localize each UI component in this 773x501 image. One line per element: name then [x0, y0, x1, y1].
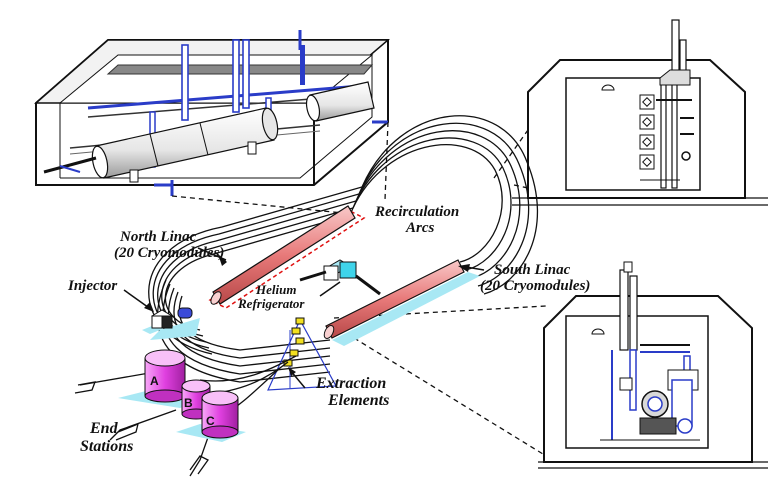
south-linac-sublabel: (20 Cryomodules): [480, 278, 590, 294]
tunnel-section-bottom-right: [538, 261, 768, 469]
refrigerator-label: Refrigerator: [237, 296, 305, 311]
south-linac-label: South Linac: [494, 262, 571, 278]
beam-dump: [115, 422, 139, 441]
helium-label: Helium: [255, 282, 296, 297]
beam-dump: [74, 381, 97, 394]
extraction-sublabel: Elements: [327, 392, 389, 409]
end-station-a-label: A: [150, 374, 159, 388]
pointer-line: [171, 195, 344, 214]
linac-outline: [208, 209, 366, 309]
end-station-c-label: C: [206, 414, 215, 428]
pointer-line: [353, 337, 557, 463]
injector-label: Injector: [67, 278, 117, 294]
recirculation-label: Recirculation: [374, 204, 459, 220]
end-stations-label: End: [89, 420, 119, 437]
end-stations-sublabel: Stations: [80, 438, 133, 455]
extraction-label: Extraction: [315, 375, 386, 392]
injector: [123, 289, 193, 334]
end-station-b-label: B: [184, 396, 193, 410]
extraction-elements: [267, 317, 337, 391]
end-station-c: [176, 390, 246, 442]
south-linac: [323, 259, 485, 339]
north-linac-sublabel: (20 Cryomodules): [114, 245, 224, 261]
north-linac: [197, 205, 356, 305]
tunnel-section-top-right: [512, 19, 768, 206]
cable-tray: [639, 94, 655, 170]
ground-strip: [332, 272, 480, 346]
tunnel-cutaway-left: [34, 30, 391, 196]
beam-dump: [189, 455, 209, 475]
recirculation-sublabel: Arcs: [405, 220, 435, 236]
cryomodule-cylinder: [91, 107, 279, 179]
ground-strip: [150, 318, 200, 340]
cryomodule-cylinder: [305, 81, 375, 122]
helium-refrigerator: [299, 259, 381, 297]
north-linac-label: North Linac: [119, 229, 197, 245]
